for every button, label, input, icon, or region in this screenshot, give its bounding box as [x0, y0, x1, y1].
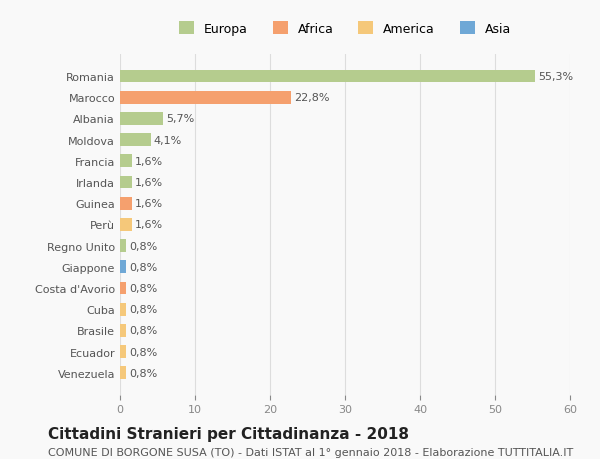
Text: Cittadini Stranieri per Cittadinanza - 2018: Cittadini Stranieri per Cittadinanza - 2… — [48, 425, 409, 441]
Text: 4,1%: 4,1% — [154, 135, 182, 146]
Bar — [120, 346, 126, 358]
Text: 55,3%: 55,3% — [538, 72, 573, 82]
Text: 0,8%: 0,8% — [129, 262, 157, 272]
Text: 0,8%: 0,8% — [129, 283, 157, 293]
Text: 0,8%: 0,8% — [129, 241, 157, 251]
Bar — [120, 261, 126, 274]
Bar — [120, 71, 535, 83]
Bar — [120, 282, 126, 295]
Bar — [120, 176, 132, 189]
Text: COMUNE DI BORGONE SUSA (TO) - Dati ISTAT al 1° gennaio 2018 - Elaborazione TUTTI: COMUNE DI BORGONE SUSA (TO) - Dati ISTAT… — [48, 447, 573, 457]
Bar — [120, 155, 132, 168]
Text: 1,6%: 1,6% — [135, 220, 163, 230]
Bar — [120, 197, 132, 210]
Bar — [120, 134, 151, 147]
Bar — [120, 113, 163, 125]
Text: 1,6%: 1,6% — [135, 157, 163, 167]
Text: 0,8%: 0,8% — [129, 304, 157, 314]
Text: 1,6%: 1,6% — [135, 199, 163, 209]
Legend: Europa, Africa, America, Asia: Europa, Africa, America, Asia — [173, 17, 517, 41]
Bar — [120, 240, 126, 252]
Text: 0,8%: 0,8% — [129, 347, 157, 357]
Text: 1,6%: 1,6% — [135, 178, 163, 188]
Text: 0,8%: 0,8% — [129, 368, 157, 378]
Bar — [120, 303, 126, 316]
Bar — [120, 92, 291, 104]
Text: 22,8%: 22,8% — [294, 93, 329, 103]
Bar — [120, 325, 126, 337]
Text: 0,8%: 0,8% — [129, 326, 157, 336]
Bar — [120, 367, 126, 379]
Bar — [120, 218, 132, 231]
Text: 5,7%: 5,7% — [166, 114, 194, 124]
